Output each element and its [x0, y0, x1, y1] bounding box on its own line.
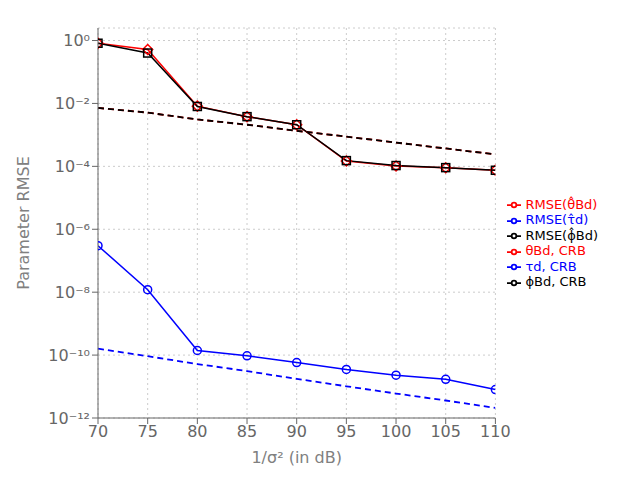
- svg-text:100: 100: [381, 422, 412, 441]
- svg-text:110: 110: [480, 422, 511, 441]
- html-text:RMSE(ϕ̂Bd): RMSE(ϕ̂Bd): [525, 227, 598, 243]
- svg-text:1/σ² (in dB): 1/σ² (in dB): [251, 448, 342, 467]
- svg-text:10⁻⁸: 10⁻⁸: [55, 283, 90, 302]
- html-text:τd, CRB: τd, CRB: [525, 258, 577, 274]
- svg-text:80: 80: [187, 422, 207, 441]
- svg-text:10⁻²: 10⁻²: [55, 94, 90, 113]
- svg-text:85: 85: [237, 422, 257, 441]
- svg-text:10⁻⁶: 10⁻⁶: [55, 220, 90, 239]
- svg-text:90: 90: [287, 422, 307, 441]
- html-text:ϕBd, CRB: ϕBd, CRB: [525, 274, 587, 289]
- html-text:RMSE(τ̂d): RMSE(τ̂d): [525, 212, 589, 227]
- svg-text:10⁻⁴: 10⁻⁴: [55, 157, 90, 176]
- svg-text:10⁻¹⁰: 10⁻¹⁰: [48, 346, 90, 365]
- html-text:θBd, CRB: θBd, CRB: [525, 243, 586, 258]
- svg-text:75: 75: [137, 422, 157, 441]
- svg-text:Parameter RMSE: Parameter RMSE: [14, 156, 33, 290]
- svg-text:10⁰: 10⁰: [63, 31, 90, 50]
- svg-text:10⁻¹²: 10⁻¹²: [48, 409, 90, 428]
- svg-text:70: 70: [88, 422, 108, 441]
- html-text:RMSE(θ̂Bd): RMSE(θ̂Bd): [525, 196, 598, 212]
- svg-text:105: 105: [430, 422, 461, 441]
- svg-text:95: 95: [336, 422, 356, 441]
